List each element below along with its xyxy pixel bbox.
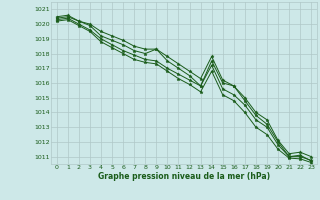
X-axis label: Graphe pression niveau de la mer (hPa): Graphe pression niveau de la mer (hPa): [98, 172, 270, 181]
